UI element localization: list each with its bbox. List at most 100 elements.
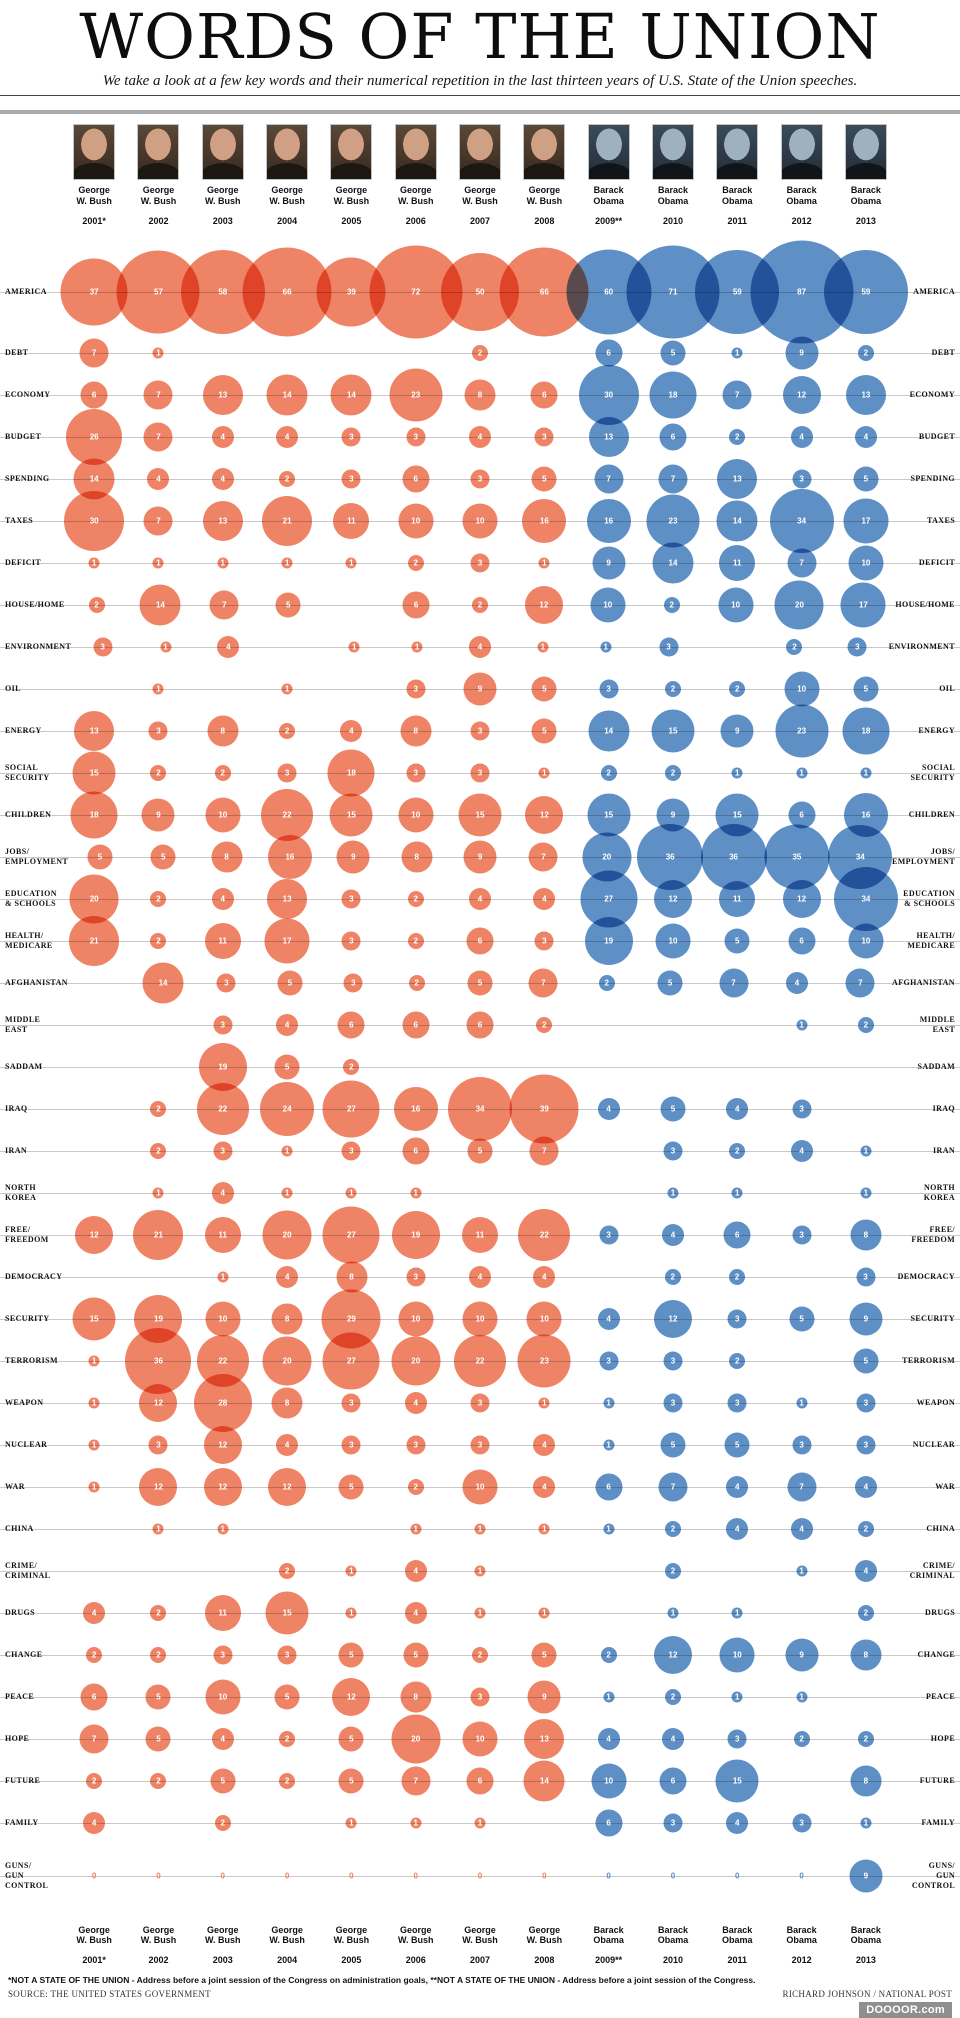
bubble-cell — [320, 584, 384, 626]
bubble-cell: 9 — [834, 1298, 898, 1340]
bubble-cell: 4 — [705, 1508, 769, 1550]
bubble-cell: 1 — [323, 626, 386, 668]
president-name: George W. Bush — [462, 1924, 498, 1946]
bubble-cell: 8 — [385, 836, 448, 878]
bubble-cell: 22 — [448, 1334, 512, 1387]
bubble-cell: 5 — [255, 1046, 319, 1088]
bubble-value: 3 — [670, 1398, 676, 1408]
bubble-cell: 72 — [369, 245, 463, 339]
bubble-value: 3 — [799, 1818, 804, 1828]
president-header: George W. Bush 2001* George W. Bush 2002 Geo… — [0, 124, 960, 226]
bubble-cell: 13 — [834, 374, 898, 416]
bubble — [533, 887, 556, 910]
bubble-cell: 5 — [319, 1718, 383, 1760]
bubble-value: 2 — [284, 1776, 290, 1786]
bubble — [408, 974, 425, 991]
bubble-value: 2 — [284, 1734, 290, 1744]
bubble — [657, 970, 683, 996]
row-label-right: DEBT — [931, 347, 956, 357]
bubble-cell — [769, 1046, 833, 1088]
row-label-left: WEAPON — [5, 1397, 44, 1407]
bubble — [860, 1187, 872, 1199]
bubble-cell: 4 — [197, 626, 260, 668]
bubble-cell: 4 — [384, 1382, 448, 1424]
bubble-value: 12 — [346, 1692, 356, 1702]
bubble-value: 1 — [156, 684, 161, 694]
bubble-cell: 0 — [577, 1844, 641, 1908]
bubble — [64, 490, 125, 551]
bubble — [469, 887, 492, 910]
bubble — [792, 469, 812, 489]
bubble-value: 20 — [411, 1734, 421, 1744]
bubble-value: 15 — [282, 1608, 292, 1618]
bubble-value: 2 — [542, 1020, 547, 1030]
bubble — [584, 916, 633, 965]
row-label-left: TERRORISM — [5, 1355, 58, 1365]
bubble-value: 2 — [799, 1734, 804, 1744]
bubble-value: 6 — [670, 1776, 676, 1786]
bubble-cell: 2 — [62, 1634, 126, 1676]
bubble-cell: 11 — [191, 1592, 255, 1634]
bubble — [524, 585, 563, 624]
bubble-cell: 7 — [769, 542, 833, 584]
bubble-value: 3 — [477, 726, 483, 736]
bubble-value: 9 — [477, 684, 483, 694]
row-label-left: IRAQ — [5, 1103, 28, 1113]
bubble — [649, 371, 697, 419]
word-row: OIL 1 1 3 9 5 3 2 2 10 5 OIL — [0, 668, 960, 710]
bubble — [341, 427, 361, 447]
bubble-value: 12 — [282, 1482, 292, 1492]
bubble-cell: 6 — [705, 1214, 769, 1256]
bubble-cell: 4 — [191, 416, 255, 458]
bubble-cell: 19 — [577, 916, 641, 965]
bubble — [147, 467, 170, 490]
word-row: FUTURE 2 2 5 2 5 7 6 14 10 6 15 8 FUTURE — [0, 1759, 960, 1803]
bubble-value: 3 — [477, 1692, 483, 1702]
bubble-value: 1 — [863, 1188, 869, 1198]
row-label-right: ENERGY — [918, 725, 956, 735]
bubble-cell: 8 — [834, 1214, 898, 1256]
bubble-cell: 4 — [769, 1130, 833, 1172]
bubble-cell: 1 — [319, 542, 383, 584]
bubble-cell: 4 — [705, 1466, 769, 1508]
bubble-cell: 4 — [126, 458, 190, 500]
bubble-cell: 10 — [705, 1634, 769, 1676]
bubble — [528, 842, 558, 872]
bubble-cell: 2 — [834, 1508, 898, 1550]
year-label: 2005 — [341, 215, 362, 226]
bubble-value: 7 — [91, 1734, 97, 1744]
bubble-value: 12 — [218, 1482, 228, 1492]
president-photo — [780, 124, 823, 181]
bubble-value: 4 — [477, 432, 483, 442]
word-row: WAR 1 12 12 12 5 2 10 4 6 7 4 7 4 WAR — [0, 1466, 960, 1508]
bubble-value: 5 — [349, 1776, 354, 1786]
bubble-value: 3 — [156, 726, 161, 736]
bubble — [150, 932, 167, 949]
word-row: ECONOMY 6 7 13 14 14 23 8 6 30 18 7 12 13 ECONOMY — [0, 364, 960, 425]
bubble — [729, 680, 746, 697]
bubble-value: 1 — [542, 1524, 547, 1534]
bubble-cell: 7 — [126, 374, 190, 416]
bubble-value: 12 — [154, 1482, 163, 1492]
bubble-cell: 3 — [191, 1004, 255, 1046]
bubble — [398, 1301, 434, 1337]
bubble-cell: 11 — [191, 920, 255, 962]
bubble-value: 1 — [799, 1692, 804, 1702]
bubble-cell: 2 — [62, 1760, 126, 1802]
president-column: George W. Bush 2001* — [62, 124, 126, 226]
president-column: George W. Bush 2006 — [384, 124, 448, 226]
bubble — [398, 797, 434, 833]
bubble-value: 4 — [220, 894, 226, 904]
bubble-cell: 1 — [769, 1004, 833, 1046]
bubble-value: 19 — [218, 1062, 228, 1072]
bubble-value: 4 — [156, 474, 161, 484]
bubble-cell: 2 — [834, 1004, 898, 1046]
bubble-cell — [191, 332, 255, 374]
bubble — [533, 1265, 556, 1288]
bubble-cell: 3 — [769, 1424, 833, 1466]
bubble-cell: 5 — [384, 1634, 448, 1676]
bubble-cell: 12 — [512, 584, 576, 626]
bubble — [463, 840, 497, 874]
bubble-value: 5 — [160, 852, 166, 862]
bubble-cell: 12 — [512, 794, 576, 836]
